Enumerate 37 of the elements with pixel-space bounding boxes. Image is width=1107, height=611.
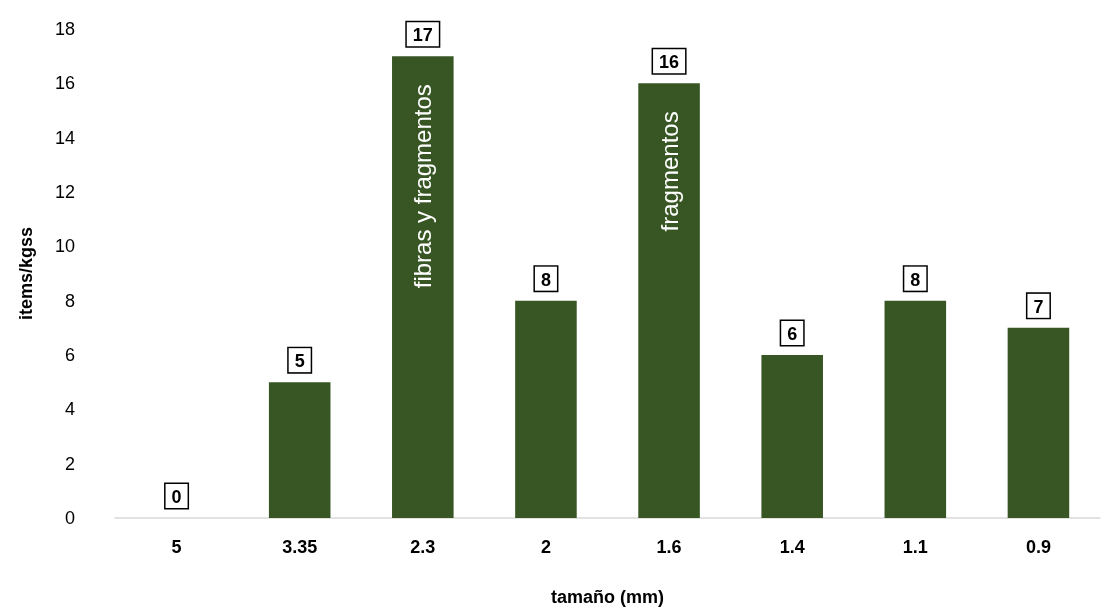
data-label: 7: [1033, 296, 1044, 317]
x-tick-label: 5: [171, 537, 182, 557]
y-tick-label: 18: [54, 19, 75, 39]
y-tick-label: 0: [64, 508, 75, 528]
annotation: fibras y fragmentos: [409, 84, 437, 289]
x-tick-label: 1.6: [656, 537, 682, 557]
x-tick-label: 3.35: [282, 537, 318, 557]
y-tick-label: 10: [54, 236, 75, 257]
bar: [884, 300, 947, 518]
data-label: 6: [787, 324, 798, 344]
data-label: 17: [412, 25, 433, 46]
x-tick-label: 2: [540, 537, 551, 557]
x-tick-label: 2.3: [410, 537, 436, 557]
x-tick-label: 1.1: [902, 537, 928, 557]
data-label: 8: [910, 269, 921, 290]
data-label: 5: [294, 351, 305, 372]
data-label: 0: [171, 487, 182, 507]
x-tick-label: 1.4: [779, 537, 805, 557]
bar: [268, 382, 331, 518]
x-axis-title: tamaño (mm): [550, 587, 665, 607]
y-tick-label: 2: [64, 453, 75, 474]
bar: [638, 83, 700, 518]
bar: [761, 355, 823, 518]
y-tick-label: 14: [54, 127, 75, 148]
x-tick-label: 0.9: [1025, 537, 1051, 557]
bar: [515, 300, 577, 518]
y-tick-label: 8: [64, 290, 75, 311]
y-tick-label: 12: [54, 182, 75, 202]
data-label: 8: [540, 269, 551, 290]
bar: [392, 56, 454, 518]
y-tick-label: 4: [64, 399, 75, 420]
y-axis-title: items/kgss: [16, 226, 36, 321]
y-tick-label: 16: [54, 73, 75, 94]
y-tick-label: 6: [64, 345, 75, 365]
bar: [1007, 327, 1070, 518]
annotation: fragmentos: [655, 111, 683, 232]
data-label: 16: [659, 52, 680, 73]
